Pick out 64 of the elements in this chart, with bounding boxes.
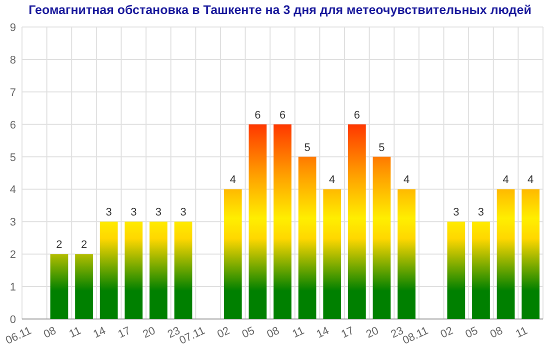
- data-label: 2: [80, 239, 88, 252]
- bar: [398, 189, 416, 319]
- bar: [100, 222, 118, 319]
- data-label: 4: [528, 174, 534, 186]
- y-tick-label: 8: [10, 54, 16, 66]
- y-tick-label: 4: [10, 184, 16, 196]
- y-tick-label: 0: [10, 314, 16, 326]
- y-tick-label: 7: [10, 86, 16, 99]
- data-label: 5: [304, 142, 310, 154]
- x-tick-label: 06.11: [4, 324, 34, 347]
- bar: [472, 222, 490, 319]
- x-tick-label: 05: [464, 324, 480, 341]
- data-label: 2: [56, 239, 62, 252]
- data-label: 3: [155, 206, 162, 219]
- x-tick-label: 08: [42, 324, 58, 341]
- data-label: 3: [106, 206, 112, 219]
- x-tick-label: 20: [141, 324, 158, 341]
- bar: [150, 222, 168, 319]
- bar: [447, 222, 466, 319]
- y-tick-label: 1: [10, 282, 16, 294]
- x-tick-label: 11: [67, 324, 83, 341]
- data-label: 4: [403, 174, 410, 186]
- data-label: 6: [354, 109, 360, 122]
- y-tick-label: 6: [10, 119, 16, 132]
- y-tick-label: 3: [10, 216, 16, 229]
- data-label: 3: [478, 206, 484, 219]
- x-tick-label: 14: [92, 324, 108, 341]
- bar: [124, 222, 143, 319]
- data-label: 4: [230, 174, 236, 186]
- y-tick-label: 9: [10, 22, 16, 34]
- bar: [372, 156, 391, 319]
- bar: [274, 124, 292, 319]
- bar: [224, 189, 242, 319]
- data-label: 3: [180, 206, 186, 219]
- data-label: 3: [453, 206, 460, 219]
- x-tick-label: 08: [265, 324, 282, 341]
- bar: [298, 156, 316, 319]
- bar: [174, 222, 192, 319]
- data-label: 4: [502, 174, 509, 186]
- x-tick-label: 11: [290, 324, 306, 341]
- chart-title: Геомагнитная обстановка в Ташкенте на 3 дня для метеочувствительных людей: [28, 3, 532, 17]
- x-tick-label: 02: [438, 324, 456, 341]
- data-label: 6: [254, 109, 261, 122]
- bar: [75, 254, 93, 319]
- x-tick-label: 11: [514, 324, 530, 341]
- bar: [522, 189, 540, 319]
- y-tick-label: 5: [10, 152, 16, 164]
- x-tick-label: 17: [116, 324, 133, 341]
- x-tick-label: 20: [364, 324, 381, 341]
- bar: [323, 189, 342, 319]
- bar: [496, 189, 515, 319]
- x-tick-label: 17: [340, 324, 356, 341]
- data-label: 6: [279, 109, 286, 122]
- bar: [50, 254, 68, 319]
- x-tick-label: 02: [216, 324, 232, 341]
- x-tick-label: 08: [488, 324, 505, 341]
- y-tick-label: 2: [10, 249, 16, 262]
- data-label: 3: [130, 206, 137, 219]
- x-tick-label: 14: [314, 324, 331, 341]
- data-label: 4: [329, 174, 336, 186]
- bar: [348, 124, 366, 319]
- data-label: 5: [378, 142, 385, 154]
- bar: [248, 124, 267, 319]
- x-tick-label: 05: [240, 324, 257, 341]
